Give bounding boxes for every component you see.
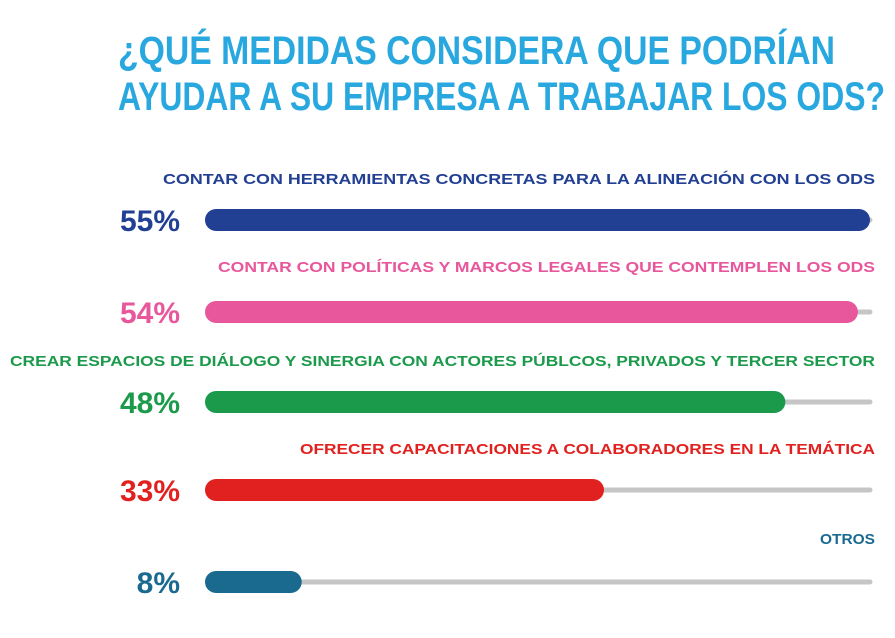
value-label: 55% xyxy=(120,205,180,238)
bar xyxy=(205,391,786,413)
category-label: OFRECER CAPACITACIONES A COLABORADORES E… xyxy=(300,441,875,458)
chart-title: ¿QUÉ MEDIDAS CONSIDERA QUE PODRÍAN xyxy=(118,28,835,73)
bar xyxy=(205,301,858,323)
category-label: CONTAR CON POLÍTICAS Y MARCOS LEGALES QU… xyxy=(218,259,875,276)
bar xyxy=(205,479,604,501)
chart-title: AYUDAR A SU EMPRESA A TRABAJAR LOS ODS? xyxy=(118,75,885,119)
bar xyxy=(205,209,870,231)
bar xyxy=(205,571,302,593)
category-label: OTROS xyxy=(820,531,875,548)
value-label: 33% xyxy=(120,475,180,508)
value-label: 8% xyxy=(137,567,180,600)
category-label: CONTAR CON HERRAMIENTAS CONCRETAS PARA L… xyxy=(163,170,875,188)
category-label: CREAR ESPACIOS DE DIÁLOGO Y SINERGIA CON… xyxy=(10,352,875,370)
value-label: 48% xyxy=(120,387,180,420)
value-label: 54% xyxy=(120,297,180,330)
